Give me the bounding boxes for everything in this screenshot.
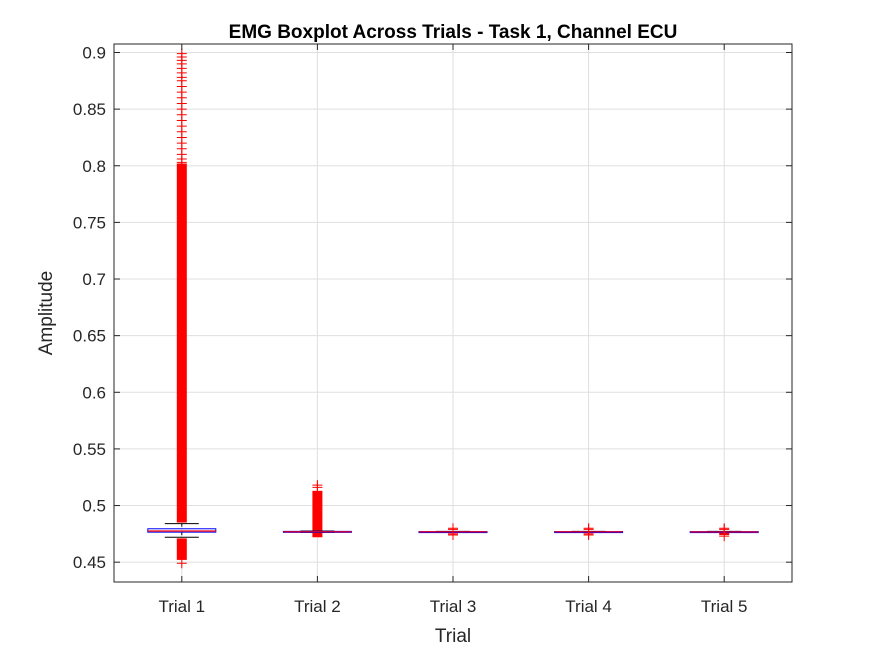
y-tick-label: 0.85 [73,100,106,119]
outlier-band [312,532,323,538]
outlier-point [176,48,187,59]
outlier-point [448,523,458,534]
outlier-point [583,523,594,534]
y-tick-label: 0.75 [73,213,106,232]
outlier-band [176,538,187,560]
outlier-point [176,558,187,569]
box-group-2 [282,480,352,538]
box-group-3 [418,523,488,540]
box-group-1 [147,48,217,569]
x-tick-label: Trial 4 [565,597,612,616]
x-tick-label: Trial 5 [701,597,748,616]
y-tick-label: 0.6 [82,383,106,402]
x-tick-label: Trial 2 [294,597,341,616]
x-tick-label: Trial 3 [430,597,477,616]
outlier-point [312,480,323,491]
outlier-point [719,523,730,534]
outlier-band [312,490,323,531]
grid-lines [114,44,792,582]
y-tick-label: 0.5 [82,497,106,516]
chart-title: EMG Boxplot Across Trials - Task 1, Chan… [229,22,678,43]
outlier-band [176,163,187,523]
box-group-4 [554,523,624,540]
y-tick-label: 0.55 [73,440,106,459]
y-tick-label: 0.8 [82,157,106,176]
y-tick-label: 0.65 [73,327,106,346]
y-tick-label: 0.45 [73,553,106,572]
axis-ticks: 0.45 0.5 0.55 0.6 0.65 0.7 0.75 0.8 0.85 0.9 Trial… [73,43,792,616]
x-tick-label: Trial 1 [158,597,205,616]
y-tick-label: 0.9 [82,43,106,62]
box-group-5 [689,523,759,542]
x-axis-title: Trial [435,626,471,647]
y-axis-title: Amplitude [36,271,57,356]
plot-marks [147,48,759,569]
y-tick-label: 0.7 [82,270,106,289]
